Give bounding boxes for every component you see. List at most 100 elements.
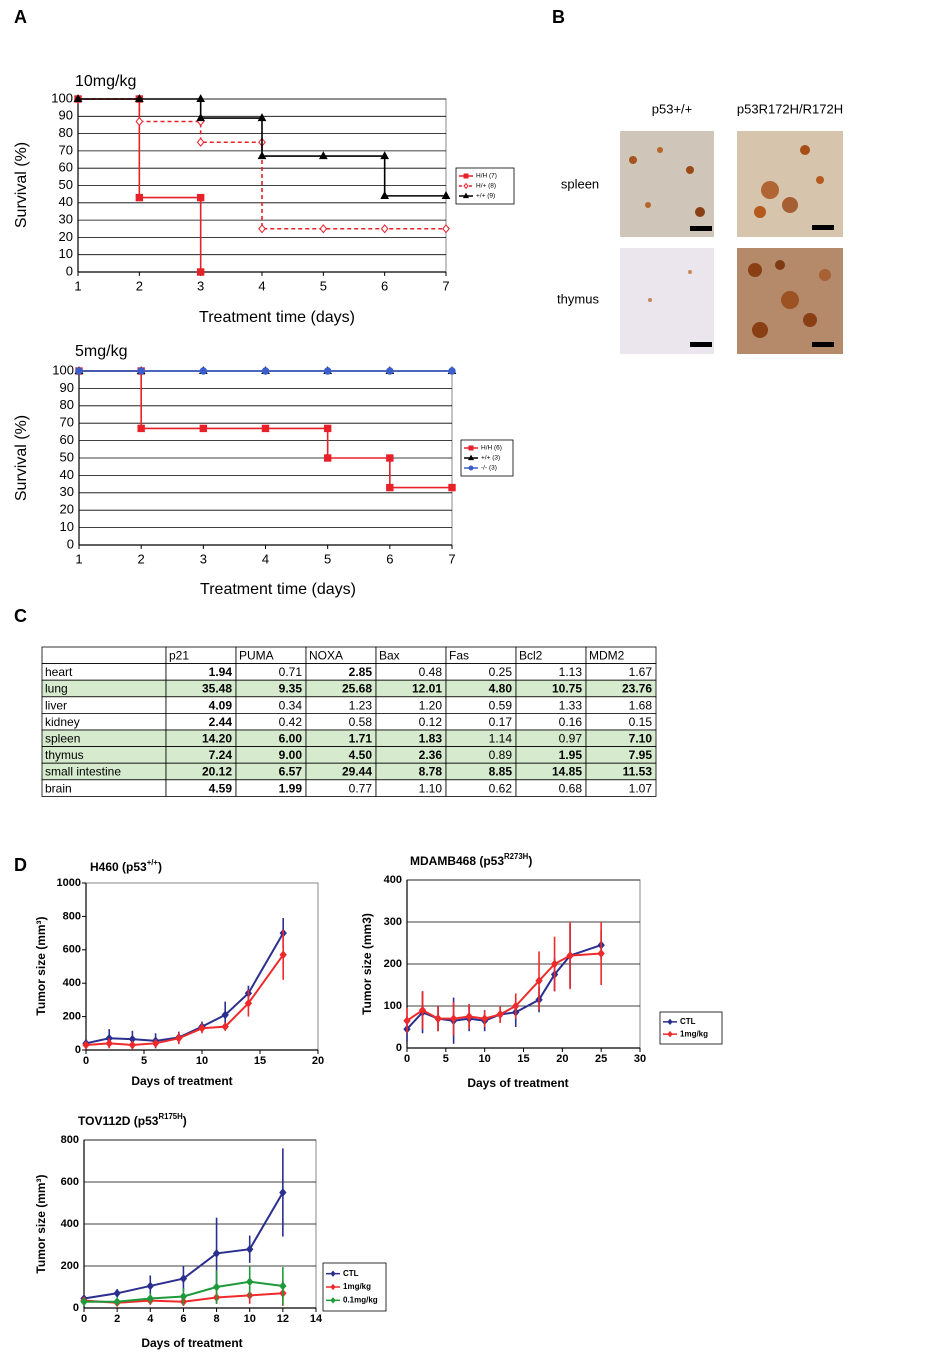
table-value: 0.17	[489, 715, 513, 729]
table-value: 8.78	[419, 765, 443, 779]
table-value: 0.15	[629, 715, 653, 729]
y-tick-label: 0	[75, 1044, 81, 1056]
x-tick-label: 10	[479, 1053, 491, 1065]
marker	[197, 269, 203, 275]
y-tick-label: 80	[59, 125, 73, 140]
table-value: 0.62	[489, 781, 513, 795]
table-value: 20.12	[202, 765, 232, 779]
micrograph	[620, 248, 714, 354]
y-tick-label: 20	[59, 229, 73, 244]
y-tick-label: 30	[59, 212, 73, 227]
y-tick-label: 80	[60, 397, 74, 412]
table: p21PUMANOXABaxFasBcl2MDM2heart1.940.712.…	[42, 647, 656, 796]
x-tick-label: 5	[141, 1055, 147, 1067]
y-tick-label: 50	[60, 449, 74, 464]
table-value: 0.34	[279, 698, 303, 712]
y-axis-label: Tumor size (mm³)	[34, 1174, 48, 1273]
legend-label: 1mg/kg	[680, 1029, 708, 1038]
y-tick-label: 90	[60, 380, 74, 395]
y-tick-label: 30	[60, 484, 74, 499]
x-axis-label: Treatment time (days)	[200, 581, 356, 598]
y-tick-label: 100	[52, 362, 74, 377]
table-value: 1.10	[419, 781, 443, 795]
marker	[324, 455, 330, 461]
chart-title-part: R273H	[504, 852, 529, 861]
chart-title: TOV112D (p53R175H)	[78, 1112, 187, 1128]
table-value: 8.85	[489, 765, 513, 779]
chart-title-part: MDAMB468 (p53	[410, 854, 504, 868]
x-tick-label: 14	[310, 1313, 323, 1325]
marker	[449, 484, 455, 490]
table-value: 14.85	[552, 765, 582, 779]
y-axis-label: Tumor size (mm3)	[360, 913, 374, 1015]
table-value: 0.42	[279, 715, 303, 729]
x-tick-label: 5	[324, 551, 331, 566]
x-tick-label: 15	[254, 1055, 266, 1067]
x-tick-label: 1	[74, 278, 81, 293]
panel-label: D	[14, 855, 27, 875]
x-tick-label: 0	[404, 1053, 410, 1065]
column-header: Fas	[449, 648, 469, 662]
x-tick-label: 4	[147, 1313, 154, 1325]
table-value: 23.76	[622, 682, 652, 696]
table-value: 7.24	[209, 748, 233, 762]
y-tick-label: 600	[61, 1176, 79, 1188]
x-tick-label: 6	[381, 278, 388, 293]
legend-label: CTL	[680, 1017, 696, 1026]
x-tick-label: 3	[200, 551, 207, 566]
table-value: 1.99	[279, 781, 303, 795]
chart-title-part: R175H	[158, 1112, 183, 1121]
y-tick-label: 0	[66, 263, 73, 278]
marker	[449, 368, 455, 374]
column-header: Bcl2	[519, 648, 543, 662]
legend-label: H/H (6)	[481, 445, 502, 452]
x-tick-label: 2	[138, 551, 145, 566]
y-tick-label: 800	[63, 910, 81, 922]
chart-title-part: +/+	[147, 858, 159, 867]
table-value: 14.20	[202, 731, 232, 745]
micrograph	[737, 131, 843, 237]
y-tick-label: 60	[60, 432, 74, 447]
table-value: 1.23	[349, 698, 373, 712]
legend-label: +/+ (9)	[476, 193, 495, 200]
x-tick-label: 4	[258, 278, 265, 293]
table-value: 1.67	[629, 665, 653, 679]
y-tick-label: 800	[61, 1134, 79, 1146]
x-tick-label: 10	[244, 1313, 256, 1325]
x-tick-label: 5	[320, 278, 327, 293]
table-value: 10.75	[552, 682, 582, 696]
row-header: lung	[45, 682, 68, 696]
row-header: brain	[45, 781, 72, 795]
chart-title: MDAMB468 (p53R273H)	[410, 852, 532, 868]
table-value: 0.97	[559, 731, 583, 745]
table-value: 1.20	[419, 698, 443, 712]
y-tick-label: 1000	[57, 877, 81, 889]
table-value: 9.35	[279, 682, 303, 696]
x-tick-label: 8	[214, 1313, 220, 1325]
image-row-label: spleen	[561, 176, 599, 191]
marker	[138, 368, 144, 374]
row-header: kidney	[45, 715, 80, 729]
x-tick-label: 10	[196, 1055, 208, 1067]
y-tick-label: 100	[51, 90, 73, 105]
marker	[138, 425, 144, 431]
row-header: small intestine	[45, 765, 121, 779]
y-tick-label: 200	[63, 1011, 81, 1023]
column-header: Bax	[379, 648, 400, 662]
image-row-label: thymus	[557, 291, 599, 306]
marker	[136, 194, 142, 200]
y-tick-label: 300	[384, 916, 402, 928]
table-value: 0.58	[349, 715, 373, 729]
y-tick-label: 10	[60, 519, 74, 534]
legend-label: -/- (3)	[481, 465, 497, 472]
chart-title-part: H460 (p53	[90, 860, 147, 874]
image-column-label: p53R172H/R172H	[737, 101, 843, 116]
marker	[387, 455, 393, 461]
x-axis-label: Days of treatment	[141, 1336, 242, 1350]
x-axis-label: Days of treatment	[467, 1076, 568, 1090]
image-column-label: p53+/+	[652, 101, 693, 116]
table-value: 2.44	[209, 715, 233, 729]
y-tick-label: 10	[59, 246, 73, 261]
table-value: 7.10	[629, 731, 653, 745]
x-axis-label: Days of treatment	[131, 1074, 232, 1088]
